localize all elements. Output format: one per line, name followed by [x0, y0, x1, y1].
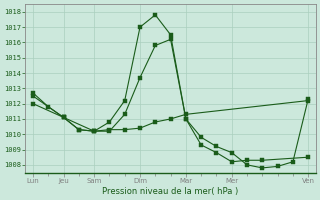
X-axis label: Pression niveau de la mer( hPa ): Pression niveau de la mer( hPa )	[102, 187, 239, 196]
